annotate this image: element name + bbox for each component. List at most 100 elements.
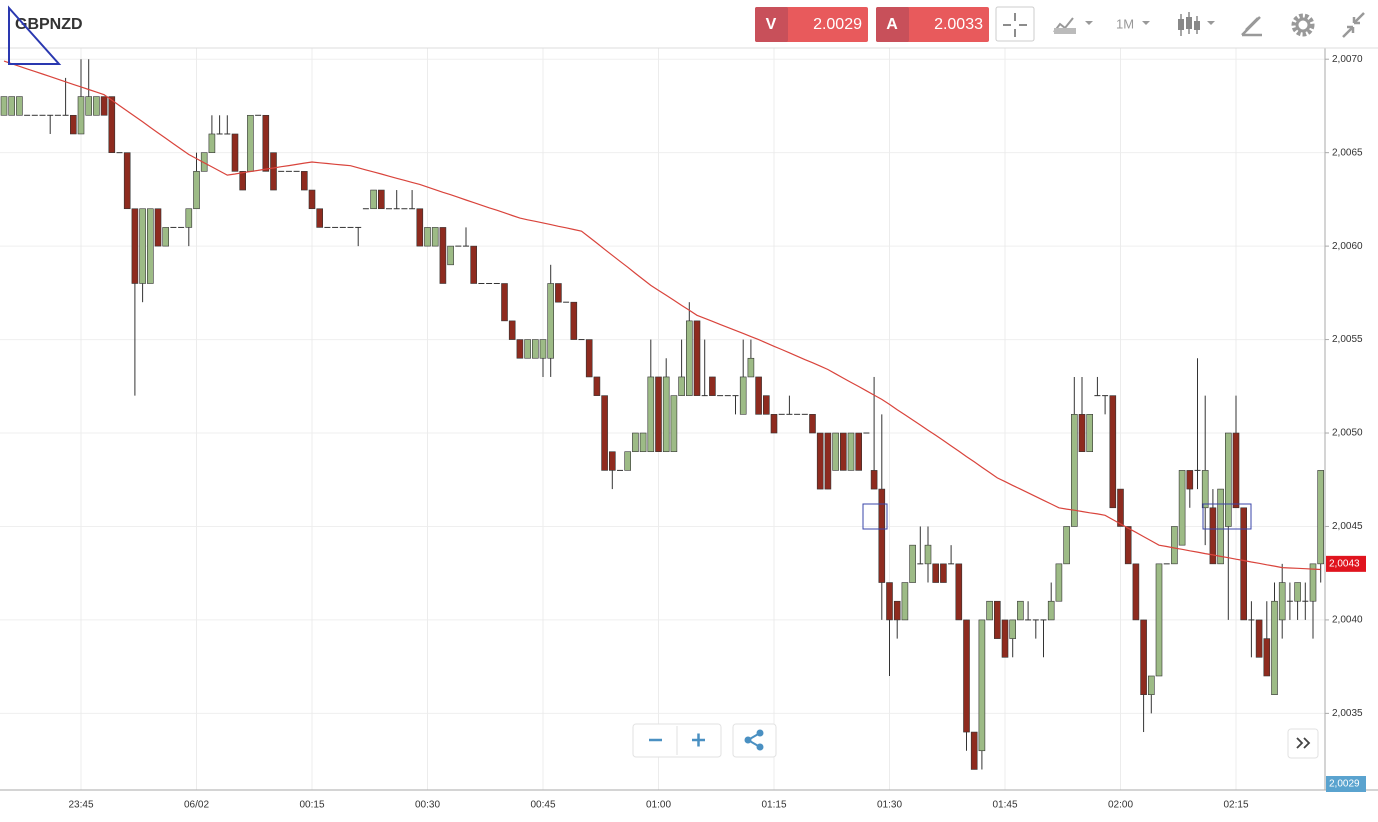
y-tick-label: 2,0070 [1332,54,1363,65]
candle-body [1309,563,1317,602]
drawing-box[interactable] [862,503,888,530]
candle-body [224,133,231,135]
candle-body [1278,582,1286,621]
candle-body [770,414,778,434]
gear-ring[interactable] [1295,17,1311,33]
scroll-end-button[interactable] [1287,728,1319,759]
candle-body [863,432,870,434]
candle-body [1017,600,1024,621]
x-tick-label: 00:45 [530,800,555,811]
zoom-controls[interactable] [632,723,777,758]
candle-body [539,339,547,359]
candle-body [70,114,77,135]
dropdown-arrow[interactable] [1142,21,1150,25]
x-tick-label: 00:30 [415,800,440,811]
gear-teeth[interactable] [1291,13,1315,37]
share-bg[interactable] [732,723,777,758]
buy-tag[interactable] [876,7,909,42]
sell-label[interactable]: V [766,16,777,33]
last-price-tag [1326,555,1366,572]
candle-body [1232,432,1240,509]
candle-body [732,395,739,397]
candle-body [270,152,277,191]
buy-price[interactable]: 2.0033 [934,16,983,33]
dropdown-arrow[interactable] [1207,21,1215,25]
candle-body [239,171,246,191]
crosshair-icon[interactable] [1003,13,1027,37]
candle-body [955,563,963,621]
candle-body [1186,470,1194,490]
candle-body [516,339,524,359]
y-tick-label: 2,0035 [1332,708,1363,719]
candle-body [123,152,131,210]
candle-body [85,96,92,116]
candle-body [439,227,447,284]
candle-body [362,208,369,210]
sell-tag[interactable] [755,7,788,42]
candle-body [255,114,262,116]
candle-body [386,208,392,210]
candle-body [316,208,324,228]
candle-body [1155,563,1163,677]
candle-body [547,283,555,359]
candle-body [1071,414,1078,527]
crosshair-bg[interactable] [995,6,1035,42]
candle-body [585,339,593,378]
candle-body [247,114,254,172]
share-dot[interactable] [756,729,764,737]
buy-button[interactable]: A 2.0033 [876,7,989,42]
timeframe[interactable]: 1M [1116,16,1134,31]
sell-price[interactable]: 2.0029 [813,16,862,33]
candle-body [293,170,300,172]
scroll-end-icon[interactable] [1296,737,1311,749]
candle-body [832,432,839,471]
candle-body [1109,395,1117,509]
drawing-box[interactable] [1202,503,1252,530]
candle-body [794,413,801,415]
candle-body [54,114,61,116]
candle-body [717,395,724,397]
chart-type-body[interactable] [1178,19,1184,30]
scroll-end-bg[interactable] [1287,728,1319,759]
candle-body [447,245,454,266]
settings-button[interactable] [1291,13,1315,37]
candle-body [847,432,855,471]
candle-body [593,376,601,396]
candle-body [300,171,308,191]
candle-body [1124,526,1132,565]
buy-label[interactable]: A [886,16,898,33]
share-dot[interactable] [756,743,764,751]
chart-type-button[interactable] [1178,12,1215,36]
candle-body [486,282,493,284]
drawing-triangle[interactable] [8,5,62,65]
candle-body [1194,469,1201,471]
bid-tag [1326,776,1366,792]
candle-body [1302,600,1309,602]
x-tick-label: 01:30 [877,800,902,811]
x-tick-label: 01:00 [646,800,671,811]
indicator-button[interactable] [1053,17,1093,34]
candle-body [393,208,400,210]
chart-type-body[interactable] [1194,21,1200,30]
candle-body [747,357,755,378]
sell-button[interactable]: V 2.0029 [755,7,868,42]
indicator-icon-base[interactable] [1054,28,1076,34]
share-dot[interactable] [744,736,752,744]
dropdown-arrow[interactable] [1085,21,1093,25]
draw-tool-icon[interactable] [1241,16,1262,37]
candle-body [608,451,616,471]
candle-body [1009,619,1017,639]
crosshair-button[interactable] [995,6,1035,42]
candle-body [39,114,46,116]
candle-body [1178,470,1186,546]
candle-body [216,133,223,135]
candle-body [31,114,38,116]
chart-type-body[interactable] [1186,17,1192,29]
candle-body [870,470,878,490]
candle-body [917,563,924,565]
timeframe-button[interactable]: 1M [1116,16,1150,31]
candle-body [1040,619,1047,621]
zoom-in[interactable] [692,733,705,747]
collapse-icon[interactable] [1342,12,1365,38]
